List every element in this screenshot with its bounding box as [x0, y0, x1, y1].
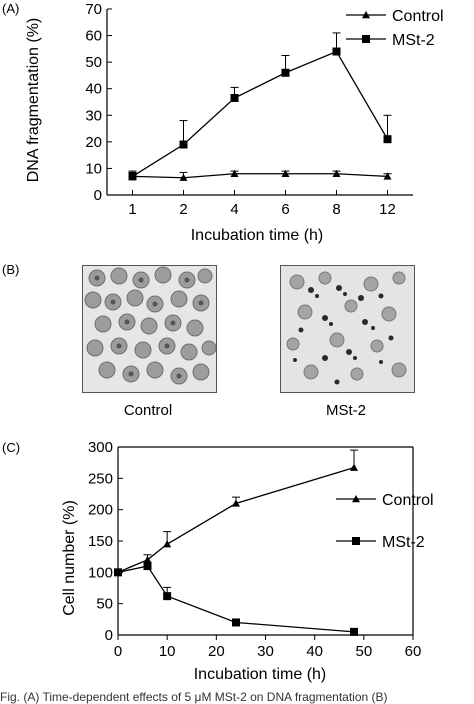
chart-a-y-tick-label: 20 — [85, 134, 102, 151]
chart-a-y-tick-label: 40 — [85, 81, 102, 98]
chart-a-y-tick-label: 70 — [85, 1, 102, 18]
chart-a-series-line — [132, 50, 389, 177]
panel-label-b: (B) — [2, 262, 20, 277]
chart-a-x-tick-label: 4 — [230, 201, 238, 218]
micrograph-mst2-caption: MSt-2 — [325, 402, 366, 419]
chart-c-y-tick-label: 200 — [88, 502, 113, 519]
chart-c-x-tick-label: 50 — [355, 643, 372, 660]
chart-c-series-line — [117, 467, 355, 573]
chart-c-y-tick-label: 0 — [105, 627, 113, 644]
chart-a-x-tick-label: 2 — [179, 201, 187, 218]
chart-c-legend-marker — [352, 495, 360, 503]
chart-a-x-tick-label: 8 — [332, 201, 340, 218]
chart-c-y-tick-label: 250 — [88, 470, 113, 487]
chart-c-data-point — [143, 555, 152, 563]
micrograph-mst2 — [280, 265, 415, 393]
chart-a-legend-marker — [362, 35, 370, 43]
chart-c-legend-label: Control — [382, 492, 434, 509]
chart-a-y-tick-label: 60 — [85, 28, 102, 45]
chart-a-data-point — [179, 140, 188, 149]
chart-a-series-mst2 — [128, 32, 392, 181]
chart-a-data-point — [332, 47, 341, 56]
chart-c-data-point — [143, 562, 152, 571]
chart-a-x-tick-label: 1 — [128, 201, 136, 218]
chart-a-legend-marker — [362, 11, 370, 19]
x-axis-title-a: Incubation time (h) — [191, 227, 324, 244]
chart-a-data-point — [383, 135, 392, 144]
y-axis-title-c: Cell number (%) — [61, 500, 78, 616]
chart-a-legend-label: MSt-2 — [392, 32, 435, 49]
chart-a-data-point — [230, 94, 239, 103]
chart-a-y-tick-label: 50 — [85, 54, 102, 71]
chart-a-data-point — [281, 68, 290, 77]
panel-label-c: (C) — [2, 440, 20, 455]
chart-c-y-tick-label: 100 — [88, 564, 113, 581]
chart-a-data-point — [281, 169, 290, 177]
micrograph-control — [82, 265, 217, 393]
chart-c-data-point — [350, 627, 358, 636]
chart-c-y-tick-label: 150 — [88, 533, 113, 550]
chart-c-x-tick-label: 20 — [208, 643, 225, 660]
chart-c-x-tick-label: 0 — [114, 643, 122, 660]
chart-c-x-tick-label: 60 — [405, 643, 422, 660]
chart-c-x-tick-label: 30 — [257, 643, 274, 660]
chart-a-x-tick-label: 12 — [379, 201, 396, 218]
chart-a: (A) DNA fragmentation (%) Incubation tim… — [2, 1, 444, 244]
chart-c-data-point — [114, 568, 122, 577]
chart-a-data-point — [332, 169, 341, 177]
chart-a-x-tick-label: 6 — [281, 201, 289, 218]
chart-a-series-control — [128, 169, 392, 181]
panel-label-a: (A) — [2, 1, 19, 16]
chart-a-legend-label: Control — [392, 8, 444, 25]
chart-c-x-tick-label: 10 — [159, 643, 176, 660]
chart-c-legend-label: MSt-2 — [382, 534, 425, 551]
chart-a-data-point — [128, 172, 137, 181]
chart-c-data-point — [232, 499, 240, 507]
chart-c-data-point — [163, 540, 172, 548]
chart-c-legend-marker — [352, 537, 360, 545]
chart-a-data-point — [383, 172, 392, 180]
chart-a-series-line — [132, 173, 388, 179]
chart-a-data-point — [230, 169, 239, 177]
y-axis-title-a: DNA fragmentation (%) — [25, 18, 42, 183]
chart-a-data-point — [179, 173, 188, 181]
chart-c-x-tick-label: 40 — [306, 643, 323, 660]
chart-c-series-control — [114, 449, 358, 576]
chart-a-y-tick-label: 10 — [85, 160, 102, 177]
chart-c: (C) Cell number (%) Incubation time (h) … — [2, 439, 434, 683]
chart-c-y-tick-label: 300 — [88, 439, 113, 456]
figure-caption-fragment: Fig. (A) Time-dependent effects of 5 μM … — [0, 690, 388, 704]
chart-c-data-point — [350, 463, 358, 471]
x-axis-title-c: Incubation time (h) — [194, 666, 327, 683]
chart-c-data-point — [163, 592, 172, 601]
chart-a-y-tick-label: 30 — [85, 107, 102, 124]
micrograph-control-caption: Control — [123, 402, 173, 419]
chart-c-series-mst2 — [114, 561, 358, 636]
plot-area-c: 0 50 100 150 200 250 300 0 10 20 30 40 50 60 Control MS… — [88, 439, 434, 660]
chart-c-y-tick-label: 50 — [96, 596, 113, 613]
chart-c-data-point — [232, 618, 240, 627]
chart-a-y-tick-label: 0 — [94, 187, 102, 204]
